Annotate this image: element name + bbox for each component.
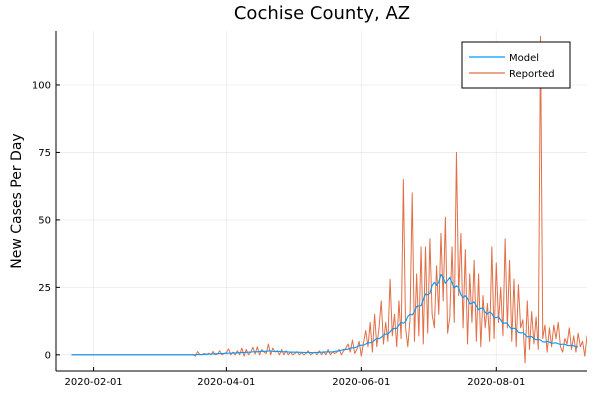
legend: Model Reported <box>461 41 571 89</box>
ticks-layer: 2020-02-01 2020-04-01 2020-06-01 2020-08-01… <box>32 80 525 388</box>
x-tick-label-1: 2020-04-01 <box>197 377 255 388</box>
legend-label-model: Model <box>509 53 539 64</box>
series-layer <box>71 35 587 364</box>
series-line-model <box>71 273 579 356</box>
y-tick-label-1: 25 <box>38 283 51 294</box>
y-tick-label-4: 100 <box>32 80 51 91</box>
y-tick-label-2: 50 <box>38 215 51 226</box>
x-tick-label-3: 2020-08-01 <box>467 377 525 388</box>
y-tick-label-3: 75 <box>38 148 51 159</box>
axes <box>55 31 587 372</box>
chart-title: Cochise County, AZ <box>234 3 410 24</box>
y-tick-label-0: 0 <box>45 350 51 361</box>
y-axis-title: New Cases Per Day <box>9 133 25 268</box>
x-tick-label-0: 2020-02-01 <box>65 377 123 388</box>
legend-label-reported: Reported <box>509 69 555 80</box>
legend-box <box>461 41 571 89</box>
x-tick-label-2: 2020-06-01 <box>332 377 390 388</box>
